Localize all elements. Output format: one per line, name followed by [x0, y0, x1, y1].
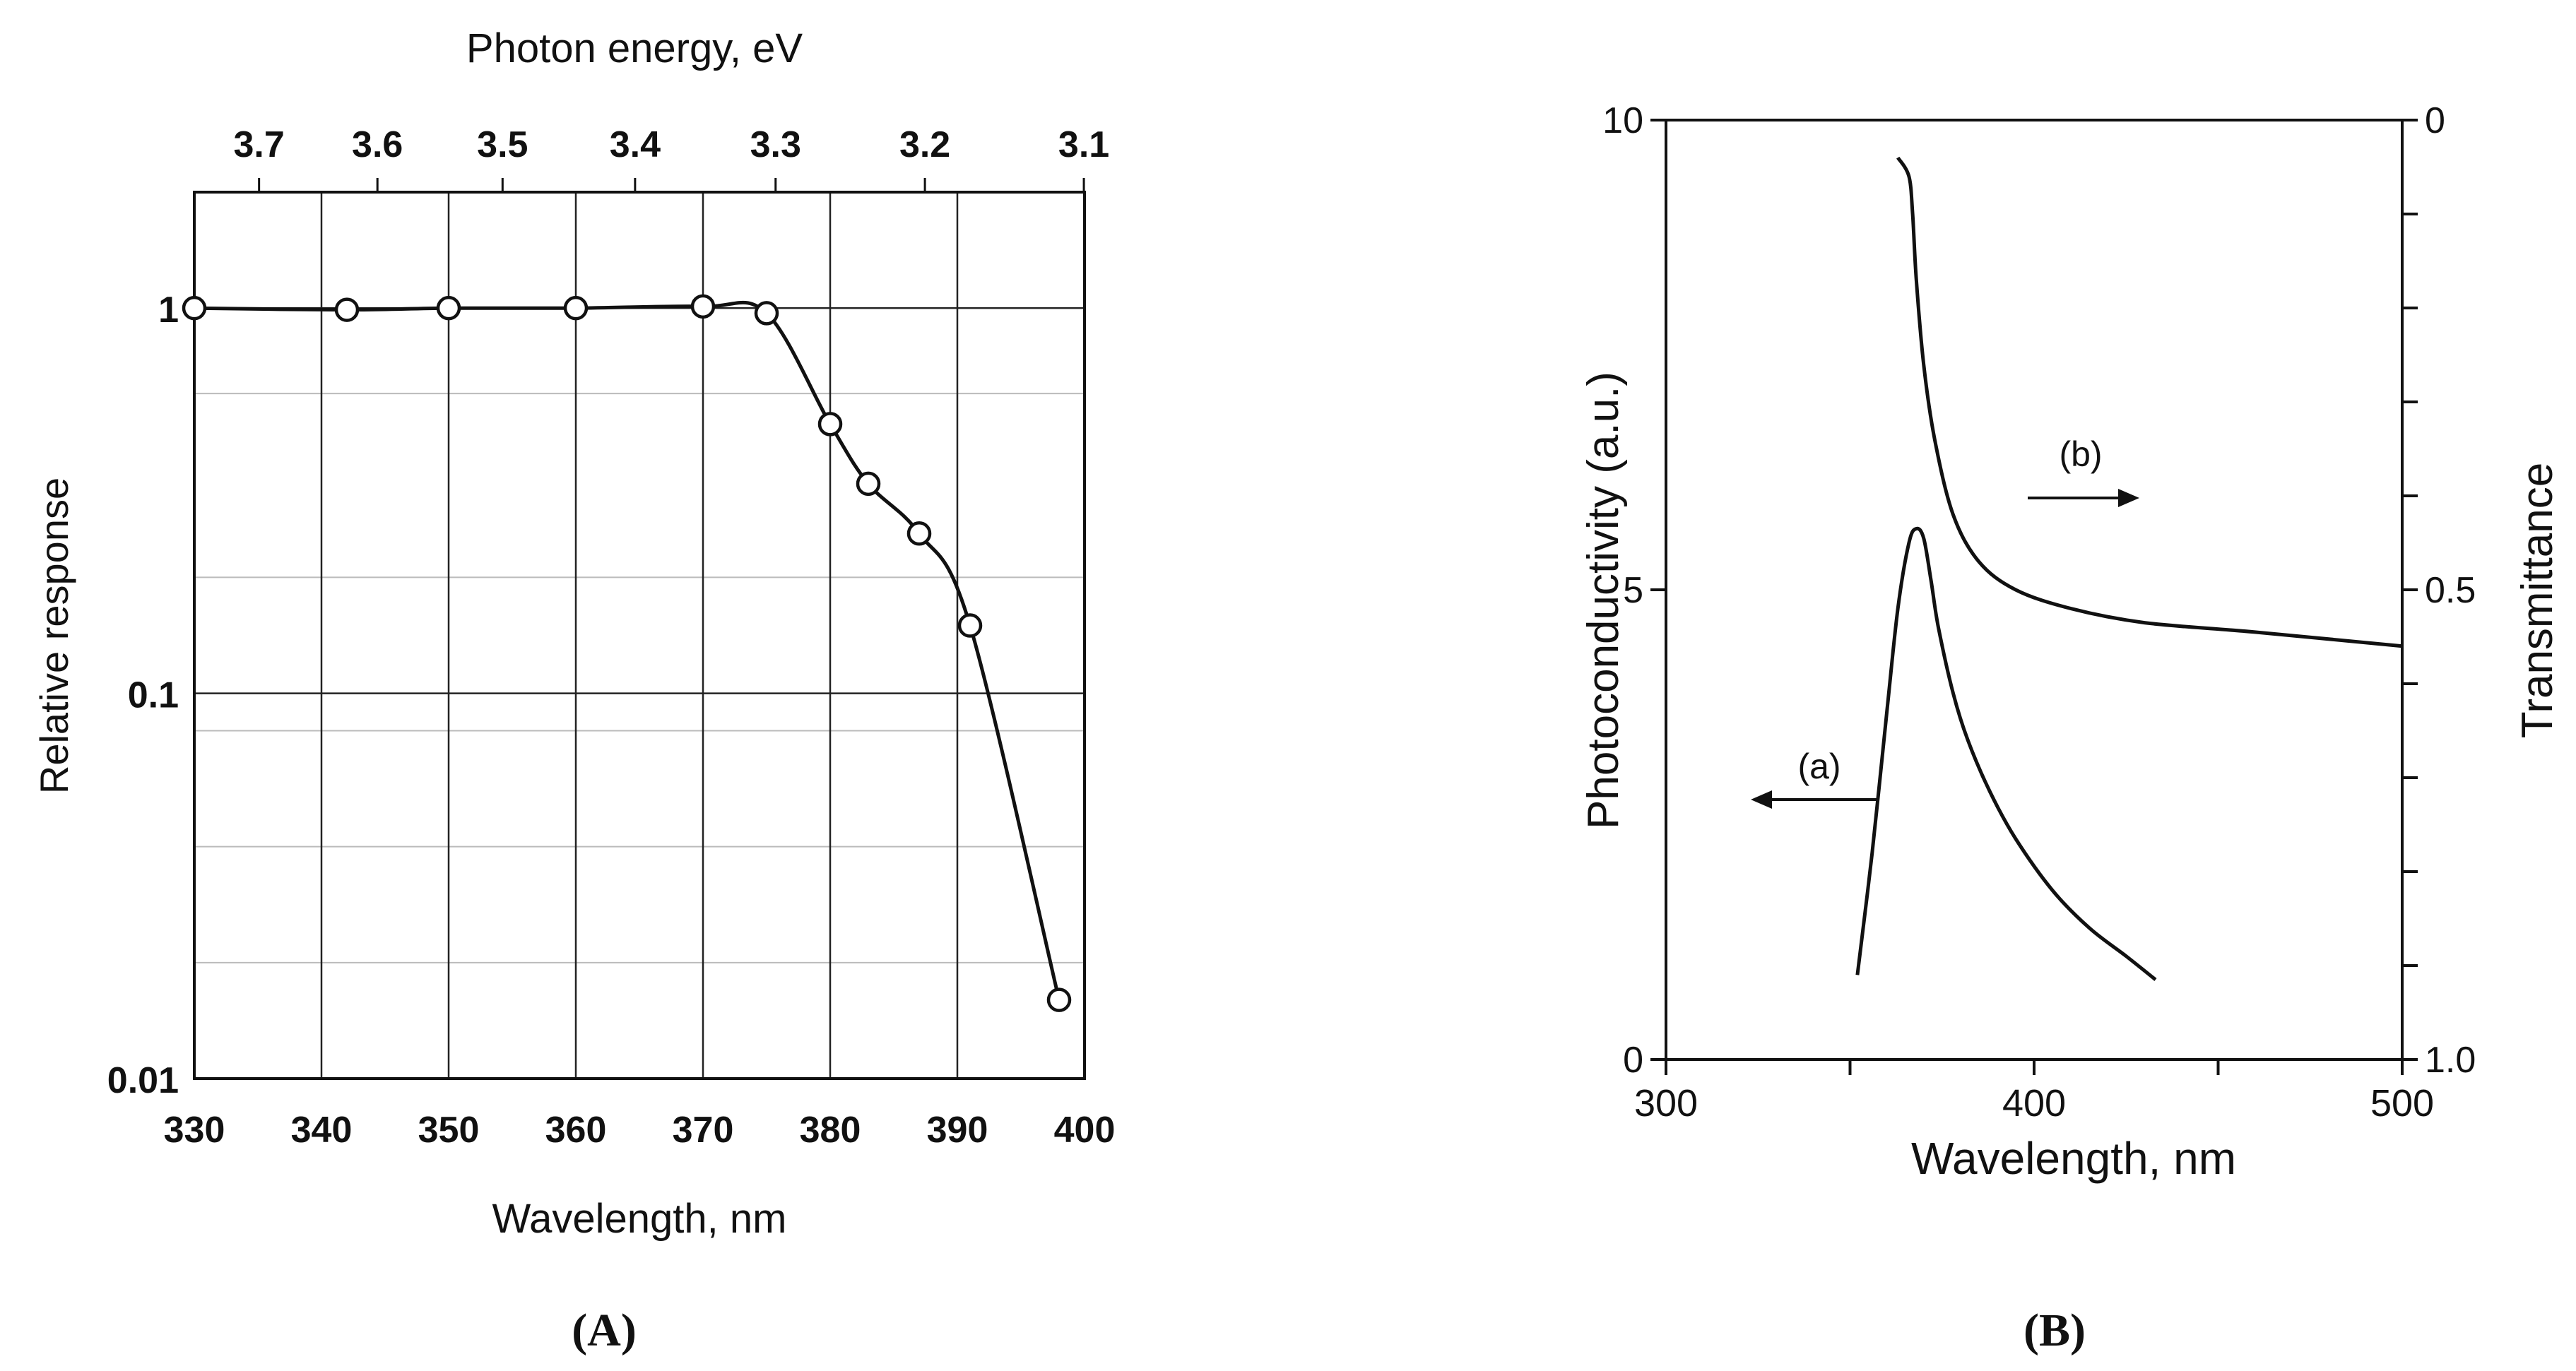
arrow-right-icon: [2028, 489, 2139, 507]
panel-a-top-tick-label: 3.1: [1058, 124, 1109, 165]
panel-a-x-tick-label: 400: [1054, 1110, 1116, 1151]
panel-a-data-point: [436, 295, 461, 321]
panel-a-top-tick-labels: 3.7 3.6 3.5 3.4 3.3 3.2 3.1: [234, 124, 1110, 165]
panel-b-annotation-a: (a): [1797, 747, 1841, 786]
panel-b-right-tick-labels: 0 0.5 1.0: [2425, 100, 2476, 1081]
panel-a-data-point: [906, 521, 932, 546]
panel-a-y-axis-title: Relative response: [32, 477, 76, 794]
panel-a-series-line: [194, 300, 1061, 1001]
panel-b: 300 400 500 0 5 10 0 0.5 1.0 (a) (b) Photocond…: [1579, 100, 2562, 1356]
panel-b-left-tick-label: 10: [1602, 100, 1643, 141]
panel-a-x-tick-label: 370: [673, 1110, 734, 1151]
panel-a-markers: [182, 294, 1072, 1012]
panel-b-series-b-line: [1896, 156, 2403, 648]
panel-b-right-tick-label: 0: [2425, 100, 2445, 141]
panel-a-data-point: [817, 412, 843, 437]
panel-a-x-tick-label: 380: [800, 1110, 861, 1151]
panel-b-right-tick-label: 0.5: [2425, 570, 2476, 611]
panel-a-major-gridlines: [194, 192, 1085, 1080]
panel-a-data-point: [334, 297, 360, 322]
panel-a-top-tick-label: 3.2: [899, 124, 950, 165]
panel-a-data-point: [754, 301, 779, 326]
panel-a-top-tick-label: 3.6: [352, 124, 403, 165]
panel-b-plot-frame: [1665, 119, 2404, 1061]
panel-a: Photon energy, eV 330 340 350 360 370 380 390 4…: [32, 25, 1115, 1356]
panel-b-series-a-line: [1855, 526, 2157, 981]
panel-b-left-tick-label: 5: [1623, 570, 1643, 611]
panel-b-right-axis-title: Transmittance: [2513, 463, 2562, 739]
panel-a-x-tick-labels: 330 340 350 360 370 380 390 400: [164, 1110, 1116, 1151]
panel-b-x-tick-label: 300: [1634, 1082, 1698, 1124]
panel-a-top-tick-label: 3.4: [610, 124, 661, 165]
panel-a-plot-frame: [193, 191, 1086, 1080]
panel-b-x-tick-label: 500: [2370, 1082, 2434, 1124]
panel-a-data-point: [957, 613, 983, 638]
panel-a-ticks: [258, 178, 1085, 192]
panel-a-label: (A): [572, 1305, 637, 1356]
panel-a-y-tick-labels: 0.01 0.1 1: [107, 290, 179, 1101]
panel-b-x-tick-labels: 300 400 500: [1634, 1082, 2434, 1124]
panel-a-data-point: [690, 294, 716, 319]
panel-a-x-tick-label: 330: [164, 1110, 225, 1151]
panel-a-y-tick-label: 1: [158, 290, 179, 331]
panel-a-y-tick-label: 0.1: [128, 675, 179, 716]
panel-b-left-axis-title: Photoconductivity (a.u.): [1579, 372, 1628, 829]
panel-a-top-tick-label: 3.5: [477, 124, 528, 165]
panel-a-x-tick-label: 360: [545, 1110, 607, 1151]
panel-b-right-tick-label: 1.0: [2425, 1040, 2476, 1081]
panel-b-x-axis-title: Wavelength, nm: [1911, 1133, 2236, 1184]
panel-b-left-tick-labels: 0 5 10: [1602, 100, 1643, 1081]
panel-a-y-tick-label: 0.01: [107, 1060, 179, 1101]
arrow-left-icon: [1751, 790, 1879, 809]
panel-a-top-tick-label: 3.3: [750, 124, 801, 165]
panel-b-left-tick-label: 0: [1623, 1040, 1643, 1081]
panel-a-top-tick-label: 3.7: [234, 124, 285, 165]
panel-a-x-tick-label: 390: [927, 1110, 988, 1151]
panel-b-ticks: [1650, 119, 2418, 1075]
panel-a-data-point: [1046, 987, 1072, 1012]
panel-a-data-point: [563, 295, 589, 321]
panel-a-x-tick-label: 340: [291, 1110, 353, 1151]
panel-a-minor-gridlines: [194, 393, 1085, 963]
panel-b-annotation-b: (b): [2059, 434, 2102, 474]
panel-a-x-axis-title: Wavelength, nm: [492, 1196, 787, 1242]
panel-a-x-tick-label: 350: [418, 1110, 480, 1151]
panel-a-data-point: [182, 295, 207, 321]
panel-b-label: (B): [2023, 1305, 2086, 1356]
panel-a-top-axis-title: Photon energy, eV: [466, 25, 803, 71]
panel-b-x-tick-label: 400: [2002, 1082, 2066, 1124]
panel-a-data-point: [856, 471, 881, 497]
